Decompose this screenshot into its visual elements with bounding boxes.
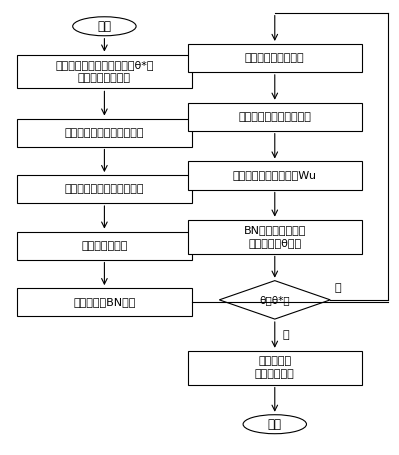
Text: 设置待诊断样本参数: 设置待诊断样本参数 [245,53,304,63]
FancyBboxPatch shape [188,220,362,253]
Text: 采集训练样本时域振动信号: 采集训练样本时域振动信号 [65,127,144,137]
Text: 开始: 开始 [97,20,111,33]
FancyBboxPatch shape [188,103,362,131]
FancyBboxPatch shape [188,44,362,72]
Text: 否: 否 [334,283,341,293]
Text: 采集待诊断样本振动信号: 采集待诊断样本振动信号 [238,112,311,121]
Text: θ＞θ*？: θ＞θ*？ [259,295,290,305]
Text: 设置故障诊断信度阈值参数θ*；
设置样本初始参数: 设置故障诊断信度阈值参数θ*； 设置样本初始参数 [55,60,154,83]
FancyBboxPatch shape [17,55,192,88]
FancyBboxPatch shape [17,232,192,260]
Text: 是: 是 [283,330,289,340]
Ellipse shape [73,17,136,36]
FancyBboxPatch shape [17,118,192,147]
FancyBboxPatch shape [17,288,192,316]
Text: 计算信号频域故障特征向量: 计算信号频域故障特征向量 [65,184,144,194]
Text: 计算、输出
故障诊断结果: 计算、输出 故障诊断结果 [255,356,294,379]
FancyBboxPatch shape [188,351,362,384]
Text: 计算离散故障特征向量Wu: 计算离散故障特征向量Wu [233,171,317,181]
FancyBboxPatch shape [188,162,362,190]
Text: 特征向量离散化: 特征向量离散化 [81,241,128,251]
Ellipse shape [243,415,306,434]
Polygon shape [219,281,330,319]
Text: 建故障诊断BN模型: 建故障诊断BN模型 [73,297,136,307]
Text: 结束: 结束 [268,418,282,431]
Text: BN输入观测证据并
推理，信度θ更新: BN输入观测证据并 推理，信度θ更新 [244,225,306,248]
FancyBboxPatch shape [17,175,192,203]
